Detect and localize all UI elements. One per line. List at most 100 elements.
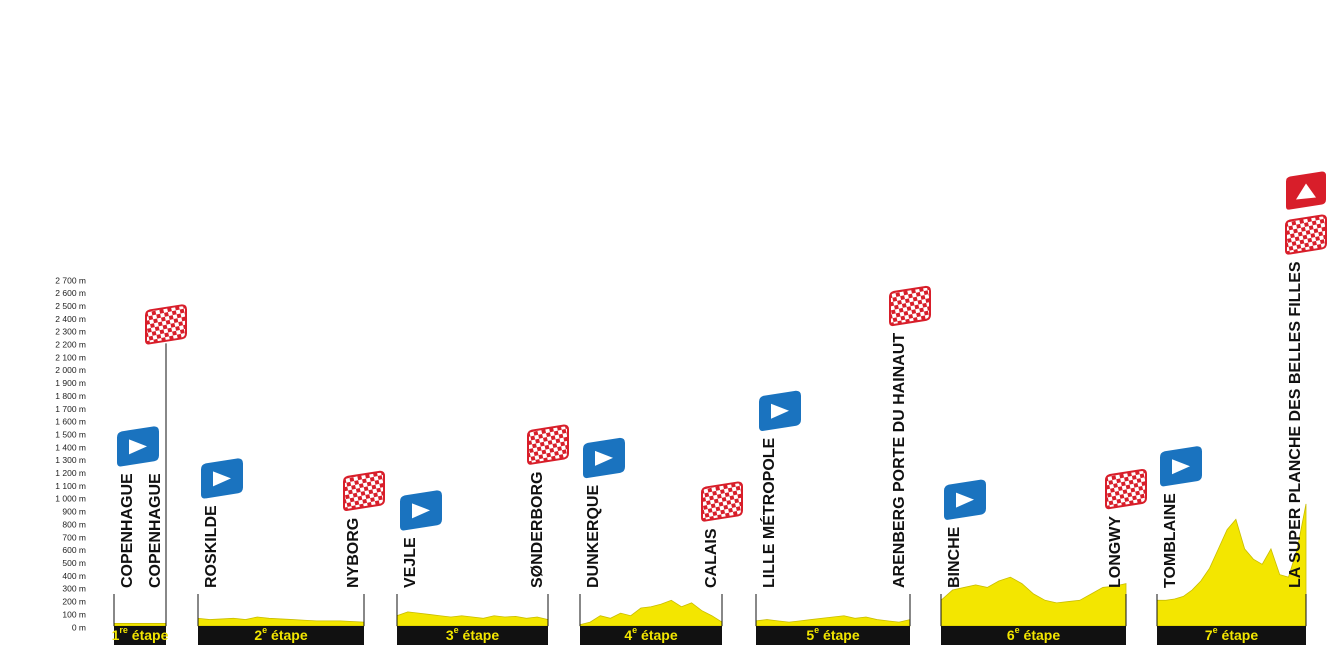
elevation-profile: [940, 576, 1127, 627]
elevation-profile: [1156, 503, 1307, 627]
y-tick-label: 100 m: [62, 609, 86, 619]
finish-city: LONGWY: [1107, 516, 1124, 588]
stage-word: étape: [267, 627, 308, 643]
stage-word: étape: [459, 627, 500, 643]
flag-shape: [701, 481, 743, 522]
stage-suffix: e: [632, 625, 637, 635]
y-tick-label: 2 600 m: [55, 288, 86, 298]
flag-shape: [889, 285, 931, 327]
flag-arrow: [412, 503, 430, 519]
flag-arrow: [595, 450, 613, 466]
start-flag: [400, 490, 442, 531]
start-flag: [117, 426, 159, 467]
y-tick-label: 2 200 m: [55, 340, 86, 350]
stage-suffix: e: [814, 625, 819, 635]
start-city: TOMBLAINE: [1162, 493, 1179, 588]
flag-shape: [145, 304, 187, 345]
start-flag: [1160, 446, 1202, 487]
stage-number: 7: [1205, 627, 1213, 643]
finish-flag: [1105, 468, 1147, 510]
y-tick-label: 300 m: [62, 584, 86, 594]
y-tick-label: 2 700 m: [55, 275, 86, 285]
stage-band: [580, 626, 722, 645]
stage-suffix: e: [1015, 625, 1020, 635]
stage-word: étape: [819, 627, 860, 643]
start-city: ROSKILDE: [203, 505, 220, 588]
flag-arrow: [129, 439, 147, 455]
finish-city: COPENHAGUE: [147, 473, 164, 588]
flag-arrow: [213, 471, 231, 487]
stage-band: [756, 626, 910, 645]
y-tick-label: 2 100 m: [55, 352, 86, 362]
elevation-profile: [197, 616, 365, 627]
y-tick-label: 1 800 m: [55, 391, 86, 401]
stage-suffix: e: [1213, 625, 1218, 635]
stage-band: [941, 626, 1126, 645]
finish-city: ARENBERG PORTE DU HAINAUT: [891, 333, 908, 588]
y-tick-label: 1 100 m: [55, 481, 86, 491]
stage-band: [114, 626, 166, 645]
y-tick-label: 1 700 m: [55, 404, 86, 414]
stage-number: 4: [624, 627, 632, 643]
start-flag: [944, 479, 986, 520]
finish-flag: [701, 481, 743, 522]
stage-word: étape: [1218, 627, 1259, 643]
y-tick-label: 600 m: [62, 545, 86, 555]
stage-number: 6: [1007, 627, 1015, 643]
y-tick-label: 2 000 m: [55, 365, 86, 375]
summit-icon: [1286, 171, 1326, 210]
stage-label: 3e étape: [446, 625, 499, 642]
start-city: VEJLE: [402, 537, 419, 588]
stage-band: [1157, 626, 1306, 645]
stage-suffix: re: [119, 625, 128, 635]
y-tick-label: 800 m: [62, 519, 86, 529]
y-tick-label: 700 m: [62, 532, 86, 542]
stage-number: 1: [112, 627, 120, 643]
y-tick-label: 1 300 m: [55, 455, 86, 465]
y-tick-label: 1 400 m: [55, 442, 86, 452]
finish-city: CALAIS: [703, 528, 720, 588]
start-city: DUNKERQUE: [585, 485, 602, 588]
start-flag: [201, 458, 243, 499]
finish-flag: [145, 304, 187, 345]
start-flag: [583, 437, 625, 479]
elevation-profile: [579, 599, 723, 627]
y-tick-label: 200 m: [62, 597, 86, 607]
y-tick-label: 900 m: [62, 507, 86, 517]
y-tick-label: 1 000 m: [55, 494, 86, 504]
y-tick-label: 2 300 m: [55, 327, 86, 337]
stage-word: étape: [1020, 627, 1061, 643]
stage-word: étape: [128, 627, 169, 643]
start-city: BINCHE: [946, 526, 963, 588]
summit-mountain: [1296, 183, 1316, 200]
flag-arrow: [956, 492, 974, 508]
y-tick-label: 2 400 m: [55, 314, 86, 324]
flag-shape: [527, 424, 569, 465]
finish-flag: [1285, 214, 1327, 255]
flag-shape: [1105, 468, 1147, 510]
stage-label: 5e étape: [806, 625, 859, 642]
start-flag: [759, 390, 801, 431]
stage-number: 5: [806, 627, 814, 643]
start-city: COPENHAGUE: [119, 473, 136, 588]
stage-band: [397, 626, 548, 645]
stage-label: 2e étape: [254, 625, 307, 642]
y-tick-label: 400 m: [62, 571, 86, 581]
start-city: LILLE MÉTROPOLE: [759, 437, 778, 588]
flag-shape: [1285, 214, 1327, 255]
flag-arrow: [771, 403, 789, 419]
stage-number: 2: [254, 627, 262, 643]
elevation-profile: [396, 611, 549, 627]
finish-flag: [889, 285, 931, 327]
y-tick-label: 1 500 m: [55, 429, 86, 439]
y-tick-label: 1 900 m: [55, 378, 86, 388]
finish-city: SØNDERBORG: [529, 472, 546, 588]
y-tick-label: 1 200 m: [55, 468, 86, 478]
elevation-profile: [755, 615, 911, 627]
y-tick-label: 1 600 m: [55, 417, 86, 427]
flag-arrow: [1172, 459, 1190, 475]
stage-suffix: e: [262, 625, 267, 635]
flag-shape: [343, 470, 385, 511]
finish-city: NYBORG: [345, 518, 362, 588]
